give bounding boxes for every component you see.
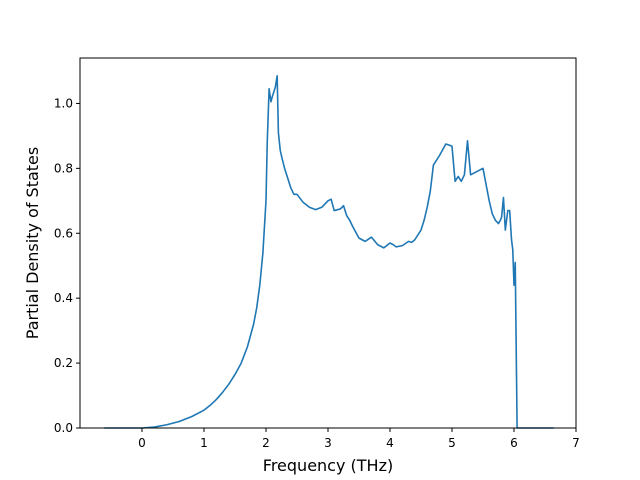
x-tick-label: 6 — [510, 436, 518, 450]
x-tick-label: 1 — [200, 436, 208, 450]
x-axis-label: Frequency (THz) — [263, 456, 393, 475]
ticks-layer: 0 1 2 3 4 5 6 7 0.0 0.2 0.4 0.6 0.8 1.0 — [54, 96, 580, 450]
y-tick-label: 0.0 — [54, 421, 73, 435]
x-tick-label: 2 — [262, 436, 270, 450]
y-tick-label: 1.0 — [54, 96, 73, 110]
pdos-series-line — [104, 75, 554, 429]
x-tick-label: 0 — [138, 436, 146, 450]
plot-area-background — [80, 58, 576, 428]
series-layer — [104, 75, 554, 429]
x-tick-label: 4 — [386, 436, 394, 450]
y-tick-label: 0.8 — [54, 161, 73, 175]
plot-frame — [79, 57, 577, 429]
x-tick-label: 7 — [572, 436, 580, 450]
y-axis-label: Partial Density of States — [23, 147, 42, 339]
x-tick-label: 3 — [324, 436, 332, 450]
x-tick-label: 5 — [448, 436, 456, 450]
y-tick-label: 0.2 — [54, 356, 73, 370]
y-tick-label: 0.4 — [54, 291, 73, 305]
y-tick-label: 0.6 — [54, 226, 73, 240]
